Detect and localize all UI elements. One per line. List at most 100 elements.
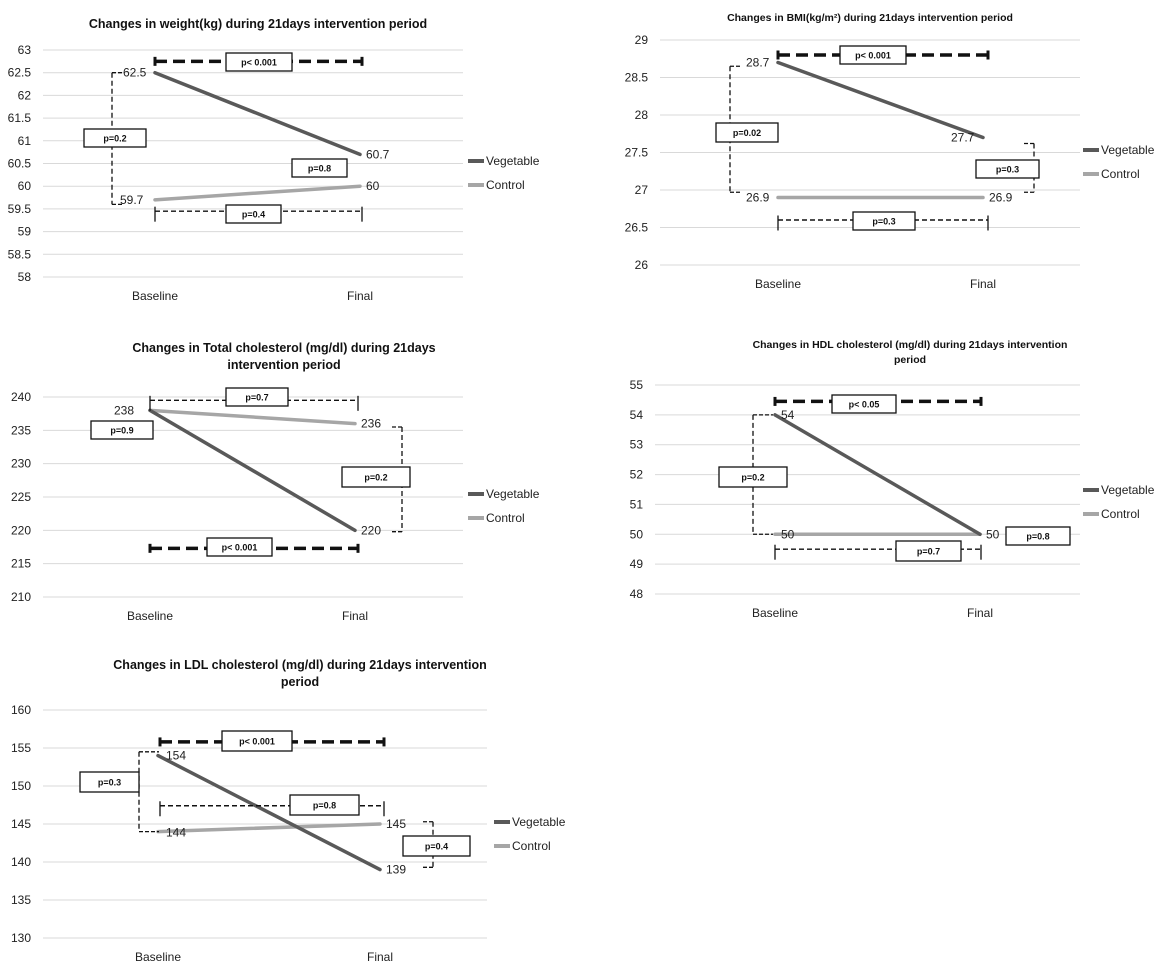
y-tick-label: 220 [11,523,31,537]
x-tick-label: Final [347,289,373,303]
y-tick-label: 61 [18,134,32,148]
significance-annotation: p=0.02 [715,65,779,193]
x-tick-label: Final [342,609,368,623]
data-label: 54 [781,408,795,422]
p-value-label: p=0.02 [733,128,761,138]
x-tick-label: Baseline [127,609,173,623]
y-tick-label: 215 [11,557,31,571]
p-value-label: p=0.2 [364,473,387,483]
significance-annotation: p< 0.001 [148,537,360,557]
chart-title: Changes in weight(kg) during 21days inte… [89,17,427,31]
p-value-label: p=0.9 [110,426,133,436]
p-value-label: p< 0.05 [849,400,880,410]
y-tick-label: 59 [18,225,32,239]
data-label: 27.7 [951,131,975,145]
y-tick-label: 51 [630,497,644,511]
p-value-box [206,537,273,557]
y-tick-label: 58 [18,270,32,284]
data-label: 59.7 [120,193,144,207]
p-value-label: p=0.4 [425,842,448,852]
p-value-box [718,466,788,488]
chart-title: Changes in LDL cholesterol (mg/dl) durin… [113,658,486,672]
y-tick-label: 49 [630,557,644,571]
p-value-label: p< 0.001 [222,543,258,553]
y-tick-label: 27.5 [625,146,649,160]
y-tick-label: 145 [11,817,31,831]
y-tick-label: 61.5 [8,111,32,125]
y-tick-label: 140 [11,855,31,869]
x-tick-label: Baseline [132,289,178,303]
chart-title: period [281,675,319,689]
x-tick-label: Baseline [752,606,798,620]
y-tick-label: 135 [11,893,31,907]
significance-annotation: p=0.7 [149,387,359,411]
p-value-box [975,159,1040,179]
data-label: 60.7 [366,147,390,161]
significance-annotation: p=0.8 [159,794,385,817]
chart-panel-1: Changes in BMI(kg/m²) during 21days inte… [625,12,1155,291]
data-label: 62.5 [123,66,147,80]
series-line-vegetable [153,70,362,157]
significance-annotation: p=0.4 [154,204,363,224]
p-value-label: p=0.7 [917,547,940,557]
y-tick-label: 63 [18,43,32,57]
data-label: 50 [781,527,795,541]
legend-entry: Control [486,511,525,525]
data-label: 238 [114,403,134,417]
series-line-vegetable [773,413,982,537]
significance-annotation: p=0.3 [975,142,1040,193]
significance-annotation: p< 0.001 [776,45,990,65]
y-tick-label: 150 [11,779,31,793]
chart-title: Changes in BMI(kg/m²) during 21days inte… [727,12,1013,24]
data-label: 236 [361,417,381,431]
chart-panel-4: Changes in LDL cholesterol (mg/dl) durin… [11,658,566,964]
legend-entry: Control [1101,167,1140,181]
y-tick-label: 62 [18,88,32,102]
p-value-box [341,466,411,488]
chart-panel-3: Changes in HDL cholesterol (mg/dl) durin… [630,339,1155,620]
p-value-label: p=0.3 [996,165,1019,175]
p-value-label: p=0.2 [103,134,126,144]
significance-annotation: p=0.9 [90,420,154,440]
p-value-label: p=0.4 [242,210,265,220]
p-value-label: p< 0.001 [239,737,275,747]
p-value-label: p=0.8 [308,164,331,174]
series-line-control [148,408,357,426]
significance-annotation: p< 0.001 [153,52,364,72]
p-value-label: p=0.2 [741,473,764,483]
x-tick-label: Final [367,950,393,964]
significance-annotation: p=0.2 [341,426,411,533]
significance-annotation: p=0.8 [1005,526,1071,546]
p-value-box [90,420,154,440]
series-line-control [153,184,362,202]
significance-annotation: p=0.4 [402,821,471,868]
x-tick-label: Baseline [135,950,181,964]
y-tick-label: 225 [11,490,31,504]
y-tick-label: 59.5 [8,202,32,216]
chart-panel-0: Changes in weight(kg) during 21days inte… [8,17,540,303]
y-tick-label: 29 [635,33,649,47]
x-tick-label: Final [970,277,996,291]
y-tick-label: 48 [630,587,644,601]
p-value-label: p=0.8 [1026,532,1049,542]
p-value-box [225,204,282,224]
data-label: 50 [986,527,1000,541]
p-value-box [839,45,907,65]
significance-annotation: p=0.7 [774,540,982,562]
chart-title: period [894,354,926,366]
p-value-box [291,158,348,178]
legend-entry: Control [1101,507,1140,521]
y-tick-label: 27 [635,183,649,197]
significance-annotation: p=0.8 [291,158,348,178]
series-line-vegetable [776,60,985,140]
y-tick-label: 52 [630,468,644,482]
y-tick-label: 53 [630,438,644,452]
legend-entry: Vegetable [1101,483,1155,497]
series-line-vegetable [156,753,382,872]
y-tick-label: 26 [635,258,649,272]
y-tick-label: 210 [11,590,31,604]
p-value-label: p=0.3 [872,217,895,227]
p-value-box [715,122,779,143]
p-value-label: p=0.8 [313,801,336,811]
data-label: 60 [366,179,380,193]
